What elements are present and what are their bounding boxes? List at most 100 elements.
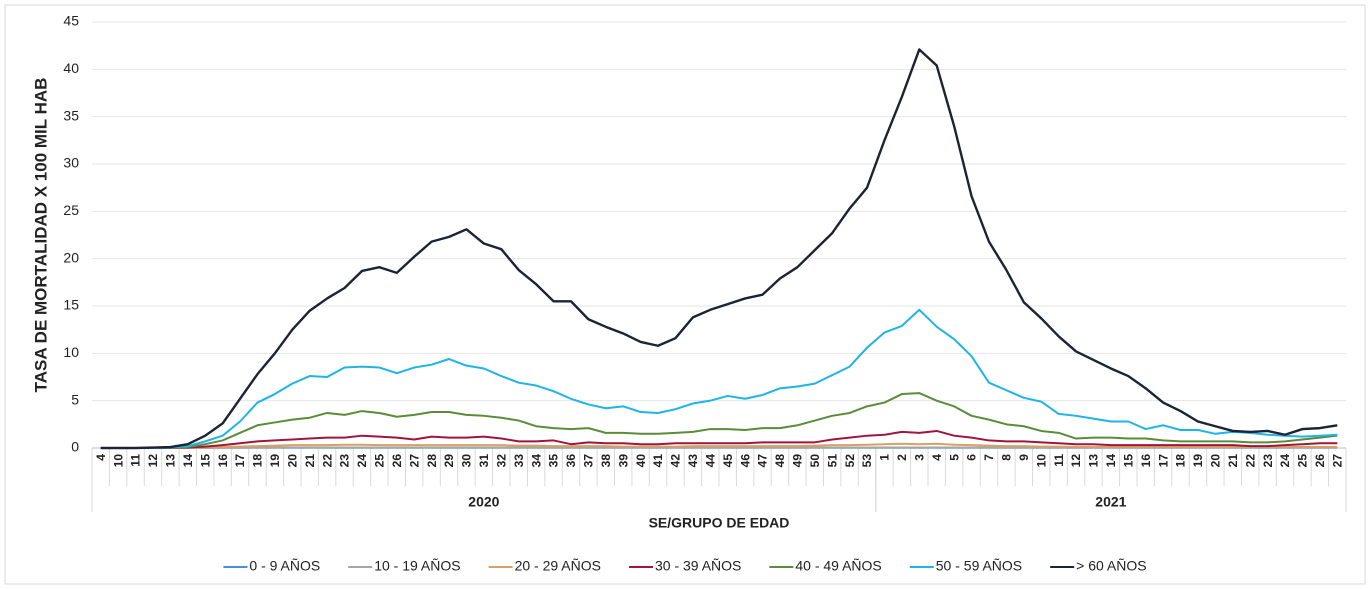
legend-label: > 60 AÑOS <box>1076 558 1146 574</box>
x-tick-label: 26 <box>390 454 404 468</box>
y-tick-label: 45 <box>63 13 79 29</box>
x-tick-label: 37 <box>582 454 596 468</box>
x-tick-label: 14 <box>1104 454 1118 468</box>
y-tick-label: 30 <box>63 155 79 171</box>
legend-label: 0 - 9 AÑOS <box>249 558 320 574</box>
x-tick-label: 28 <box>425 454 439 468</box>
x-tick-label: 12 <box>1069 454 1083 468</box>
x-tick-label: 5 <box>947 454 961 461</box>
series-line <box>100 392 1338 449</box>
x-tick-label: 13 <box>1087 454 1101 468</box>
x-tick-label: 30 <box>460 454 474 468</box>
series-line <box>100 429 1338 449</box>
series-line <box>100 48 1338 450</box>
x-tick-label: 7 <box>982 454 996 461</box>
x-tick-label: 44 <box>703 454 717 468</box>
x-tick-label: 10 <box>111 454 125 468</box>
x-tick-label: 41 <box>651 454 665 468</box>
x-tick-label: 35 <box>547 454 561 468</box>
y-tick-label: 15 <box>63 297 79 313</box>
x-tick-label: 23 <box>1261 454 1275 468</box>
y-tick-label: 5 <box>71 391 79 407</box>
chart-border <box>4 4 1366 585</box>
group-label: 2021 <box>1095 494 1126 510</box>
x-tick-label: 40 <box>634 454 648 468</box>
x-tick-label: 16 <box>1139 454 1153 468</box>
x-tick-label: 25 <box>373 454 387 468</box>
x-tick-label: 27 <box>407 454 421 468</box>
x-tick-label: 21 <box>1226 454 1240 468</box>
x-tick-label: 17 <box>233 454 247 468</box>
x-tick-label: 24 <box>1278 454 1292 468</box>
x-tick-label: 18 <box>1174 454 1188 468</box>
x-tick-label: 16 <box>216 454 230 468</box>
x-tick-label: 14 <box>181 454 195 468</box>
legend-label: 20 - 29 AÑOS <box>515 558 601 574</box>
y-tick-label: 40 <box>63 60 79 76</box>
legend-label: 10 - 19 AÑOS <box>374 558 460 574</box>
x-tick-label: 39 <box>616 454 630 468</box>
x-tick-label: 20 <box>285 454 299 468</box>
x-tick-label: 3 <box>912 454 926 461</box>
x-tick-label: 42 <box>669 454 683 468</box>
x-tick-label: 4 <box>94 454 108 461</box>
x-tick-label: 51 <box>825 454 839 468</box>
x-axis-title: SE/GRUPO DE EDAD <box>649 515 790 531</box>
x-tick-label: 50 <box>808 454 822 468</box>
x-tick-label: 29 <box>442 454 456 468</box>
x-tick-label: 38 <box>599 454 613 468</box>
x-tick-label: 22 <box>1243 454 1257 468</box>
x-tick-label: 18 <box>251 454 265 468</box>
x-tick-label: 25 <box>1296 454 1310 468</box>
y-tick-label: 20 <box>63 249 79 265</box>
x-tick-label: 31 <box>477 454 491 468</box>
x-tick-label: 21 <box>303 454 317 468</box>
x-tick-label: 19 <box>1191 454 1205 468</box>
x-tick-label: 17 <box>1156 454 1170 468</box>
x-tick-label: 15 <box>198 454 212 468</box>
legend-label: 50 - 59 AÑOS <box>936 558 1022 574</box>
x-tick-label: 34 <box>529 454 543 468</box>
x-tick-label: 9 <box>1017 454 1031 461</box>
series-line <box>100 442 1338 449</box>
x-tick-label: 26 <box>1313 454 1327 468</box>
x-tick-label: 11 <box>129 454 143 467</box>
x-tick-label: 1 <box>878 454 892 461</box>
x-tick-label: 15 <box>1121 454 1135 468</box>
x-tick-label: 53 <box>860 454 874 468</box>
x-tick-label: 33 <box>512 454 526 468</box>
x-tick-label: 49 <box>791 454 805 468</box>
x-tick-label: 27 <box>1330 454 1344 468</box>
y-tick-label: 25 <box>63 202 79 218</box>
x-tick-label: 22 <box>320 454 334 468</box>
y-axis-title: TASA DE MORTALIDAD X 100 MIL HAB <box>31 78 50 393</box>
x-tick-label: 43 <box>686 454 700 468</box>
x-tick-label: 47 <box>756 454 770 468</box>
legend-label: 30 - 39 AÑOS <box>655 558 741 574</box>
y-tick-label: 35 <box>63 107 79 123</box>
group-label: 2020 <box>468 494 499 510</box>
x-tick-label: 32 <box>494 454 508 468</box>
x-tick-label: 19 <box>268 454 282 468</box>
x-tick-label: 11 <box>1052 454 1066 467</box>
x-tick-label: 20 <box>1209 454 1223 468</box>
x-tick-label: 12 <box>146 454 160 468</box>
x-tick-label: 8 <box>1000 454 1014 461</box>
x-tick-label: 46 <box>738 454 752 468</box>
y-tick-label: 10 <box>63 344 79 360</box>
x-tick-label: 10 <box>1034 454 1048 468</box>
legend-label: 40 - 49 AÑOS <box>795 558 881 574</box>
x-tick-label: 45 <box>721 454 735 468</box>
x-tick-label: 52 <box>843 454 857 468</box>
x-tick-label: 2 <box>895 454 909 461</box>
x-tick-label: 36 <box>564 454 578 468</box>
x-tick-label: 24 <box>355 454 369 468</box>
x-tick-label: 6 <box>965 454 979 461</box>
y-tick-label: 0 <box>71 439 79 455</box>
x-tick-label: 23 <box>338 454 352 468</box>
x-tick-label: 13 <box>164 454 178 468</box>
x-tick-label: 48 <box>773 454 787 468</box>
x-tick-label: 4 <box>930 454 944 461</box>
series-line <box>100 308 1338 449</box>
